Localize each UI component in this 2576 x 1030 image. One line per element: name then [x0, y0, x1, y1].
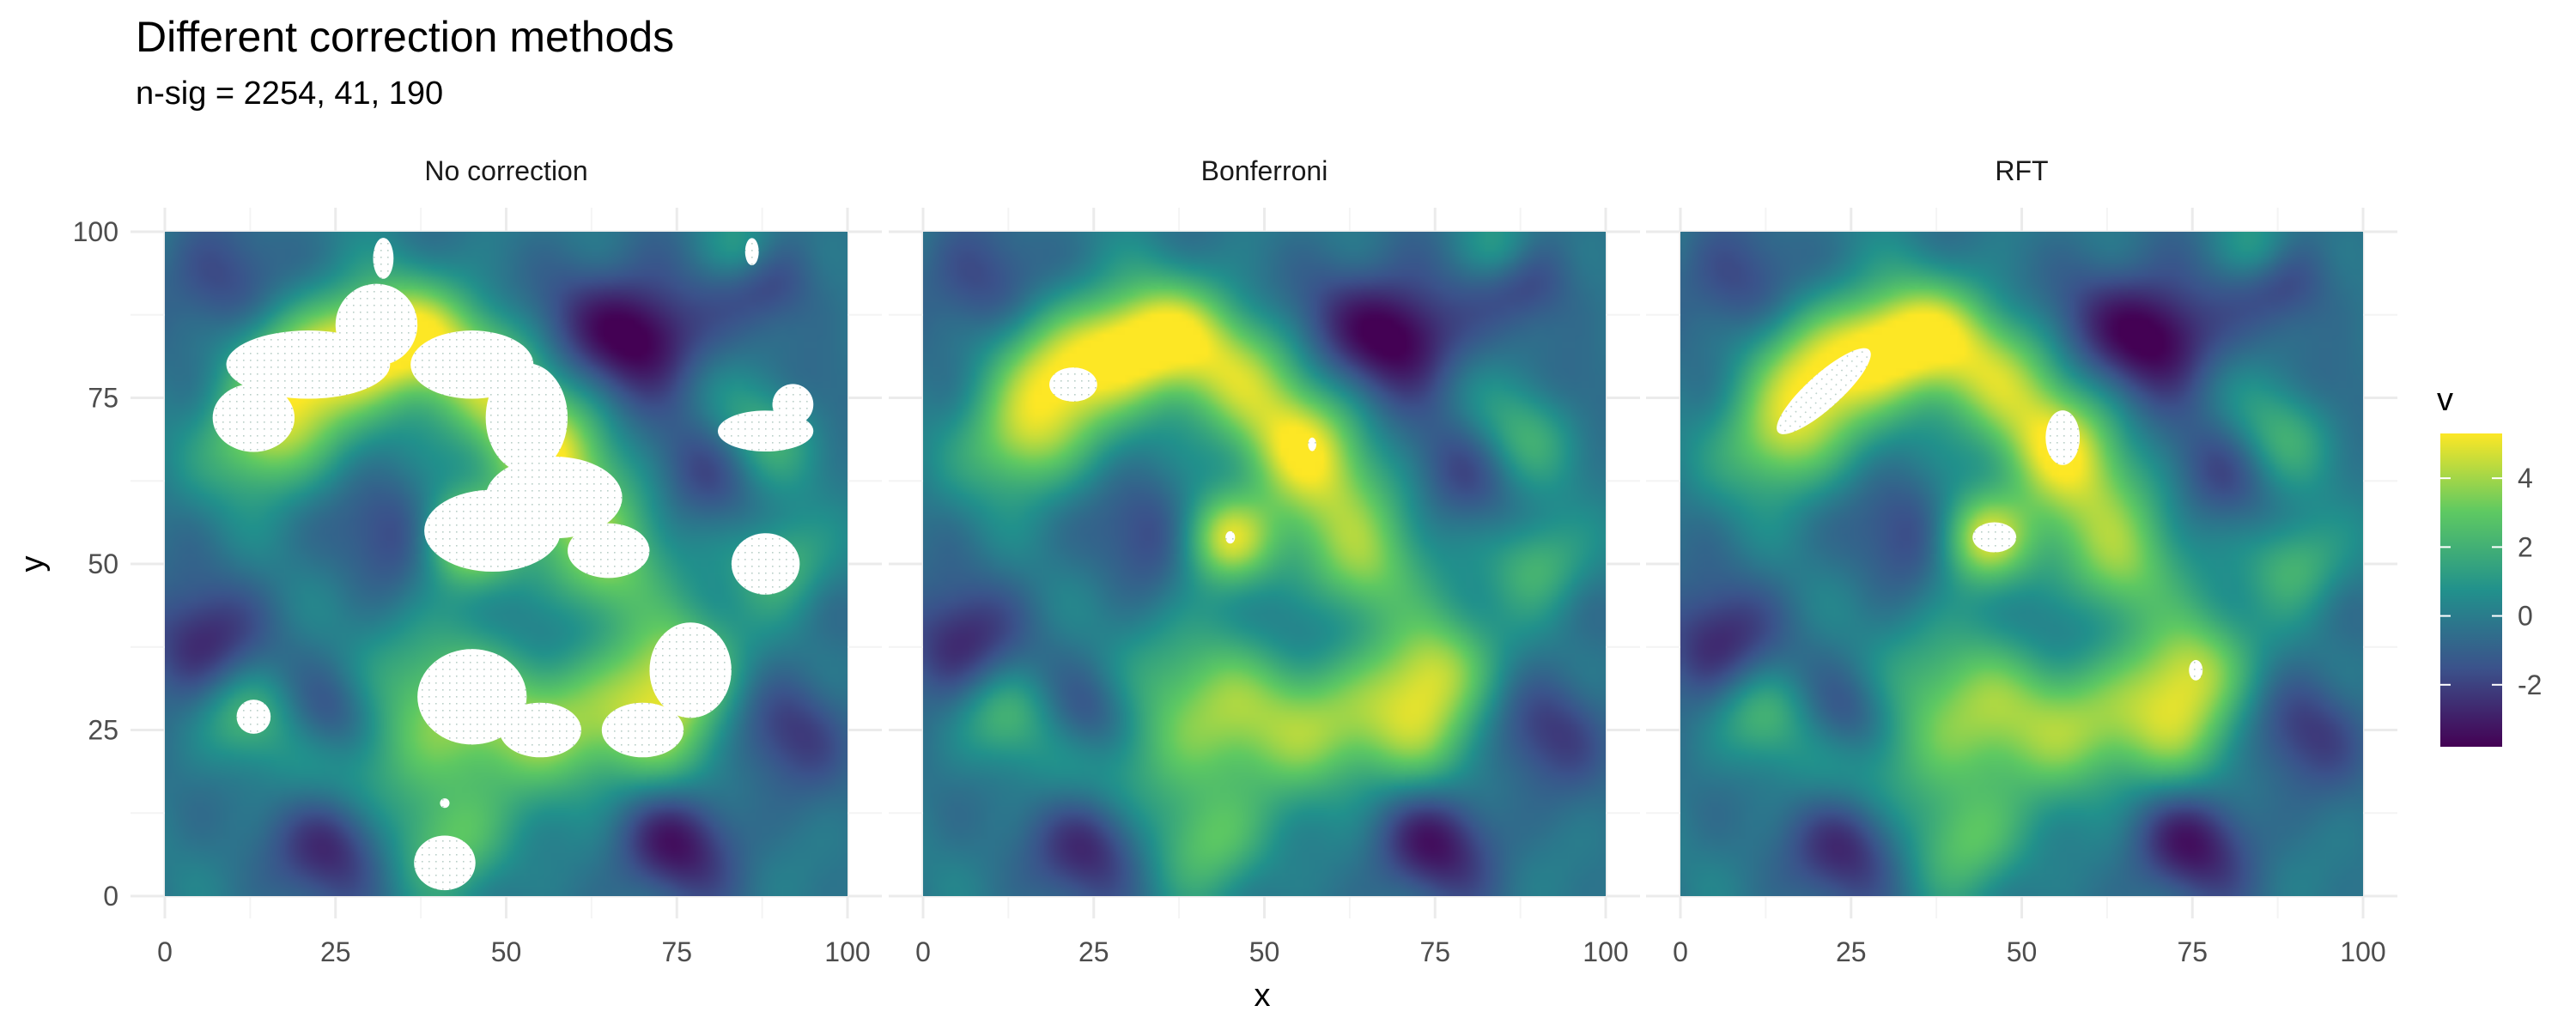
significant-region: [417, 649, 527, 745]
legend: v 4 2 0 -2: [2437, 382, 2542, 747]
significant-region: [731, 533, 800, 595]
x-tick-label: 0: [1673, 936, 1688, 967]
significant-region: [1308, 437, 1316, 451]
significant-region: [335, 283, 418, 367]
x-tick-label: 50: [491, 936, 522, 967]
x-tick-label: 25: [1836, 936, 1867, 967]
x-axis-title: x: [1255, 978, 1271, 1014]
legend-title: v: [2437, 382, 2453, 418]
legend-tick-label: -2: [2518, 670, 2542, 700]
significant-region: [236, 700, 271, 734]
panel-rft: RFT 0 25 50 75 100: [1646, 155, 2397, 967]
x-tick-label: 25: [1078, 936, 1109, 967]
significant-region: [1972, 522, 2017, 553]
x-tick-label: 50: [2007, 936, 2038, 967]
facet-label: RFT: [1995, 155, 2048, 186]
x-tick-label: 75: [661, 936, 692, 967]
significant-region: [212, 383, 295, 452]
significant-region: [1225, 530, 1236, 544]
colorbar: [2440, 433, 2502, 747]
y-tick-label: 50: [88, 548, 118, 579]
significant-region: [744, 238, 759, 266]
significant-region: [424, 489, 562, 572]
x-tick-label: 75: [2177, 936, 2208, 967]
panel-bonferroni: Bonferroni 0 25 50 75 100: [889, 155, 1640, 967]
chart-subtitle: n-sig = 2254, 41, 190: [136, 76, 444, 112]
x-tick-label: 75: [1419, 936, 1450, 967]
x-tick-label: 0: [915, 936, 931, 967]
legend-tick-label: 2: [2518, 531, 2533, 562]
significant-region: [2045, 410, 2081, 465]
chart-title: Different correction methods: [136, 13, 675, 61]
legend-tick-label: 4: [2518, 463, 2533, 494]
y-axis-title: y: [15, 556, 51, 573]
x-tick-label: 25: [320, 936, 351, 967]
x-tick-label: 50: [1249, 936, 1280, 967]
x-tick-label: 0: [157, 936, 173, 967]
significant-region: [1049, 367, 1097, 402]
significant-region: [649, 622, 732, 718]
legend-tick-label: 0: [2518, 601, 2533, 632]
y-tick-label: 100: [73, 216, 118, 247]
heatmap-raster: [923, 232, 1606, 896]
facet-label: No correction: [424, 155, 587, 186]
x-tick-label: 100: [1583, 936, 1628, 967]
significant-region: [772, 384, 814, 426]
significant-region: [601, 702, 684, 758]
significant-region: [2189, 659, 2203, 681]
significant-region: [1777, 348, 1871, 434]
heatmap-raster: [1680, 232, 2363, 896]
significant-region: [414, 835, 476, 891]
y-tick-label: 75: [88, 383, 118, 414]
panel-no-correction: No correction 0 25 50 75 100: [131, 155, 882, 967]
y-tick-label: 25: [88, 715, 118, 746]
x-tick-label: 100: [824, 936, 870, 967]
significant-region: [499, 702, 581, 758]
x-tick-label: 100: [2340, 936, 2385, 967]
facet-label: Bonferroni: [1201, 155, 1328, 186]
significant-region: [373, 238, 394, 279]
significant-region: [440, 798, 450, 809]
significant-region: [485, 363, 568, 473]
significant-region: [568, 523, 650, 579]
y-tick-label: 0: [103, 881, 118, 912]
